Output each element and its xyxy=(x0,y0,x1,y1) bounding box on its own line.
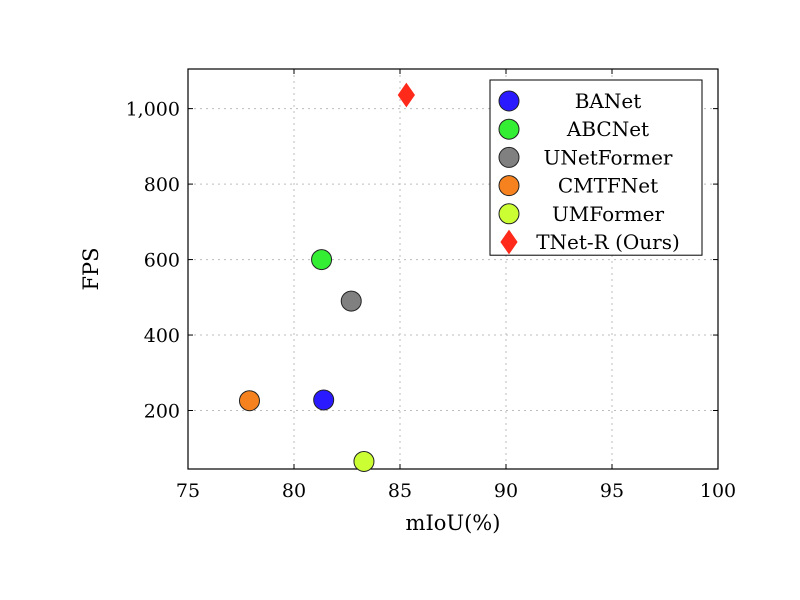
legend-label: UNetFormer xyxy=(544,145,673,169)
legend-entry: BANet xyxy=(498,89,642,113)
legend-entry: UNetFormer xyxy=(498,145,673,169)
x-axis-title: mIoU(%) xyxy=(406,511,501,535)
legend-marker xyxy=(498,90,520,112)
x-tick-label: 100 xyxy=(700,480,736,502)
y-tick-label: 200 xyxy=(144,401,180,423)
legend-entry: CMTFNet xyxy=(498,174,658,198)
y-tick-label: 1,000 xyxy=(126,99,180,121)
legend-label: TNet-R (Ours) xyxy=(536,230,680,254)
legend-marker xyxy=(498,175,520,197)
x-tick-label: 85 xyxy=(388,480,412,502)
axis-ticks: 75 80 85 90 95 100 200 400 600 800 1,000 xyxy=(126,69,736,502)
legend-box xyxy=(489,79,703,256)
x-tick-label: 95 xyxy=(600,480,624,502)
data-points xyxy=(238,82,415,472)
y-axis-title: FPS xyxy=(79,247,103,290)
legend: BANet ABCNet UNetFormer CMTFNet UMFormer TNet… xyxy=(489,79,703,256)
data-point xyxy=(313,389,335,411)
y-tick-label: 600 xyxy=(144,250,180,272)
legend-entry: UMFormer xyxy=(498,202,665,226)
legend-marker xyxy=(500,229,518,255)
legend-label: BANet xyxy=(575,89,642,113)
legend-marker xyxy=(498,203,520,225)
legend-marker xyxy=(498,118,520,140)
x-tick-label: 90 xyxy=(494,480,518,502)
data-point xyxy=(238,390,260,412)
legend-marker xyxy=(498,146,520,168)
data-point xyxy=(397,82,415,108)
legend-label: UMFormer xyxy=(552,202,665,226)
legend-label: CMTFNet xyxy=(558,174,658,198)
x-tick-label: 80 xyxy=(282,480,306,502)
data-point xyxy=(353,450,375,472)
legend-entry: TNet-R (Ours) xyxy=(500,229,680,255)
plot-area-frame xyxy=(187,68,719,470)
legend-entry: ABCNet xyxy=(498,117,649,141)
x-tick-label: 75 xyxy=(176,480,200,502)
y-tick-label: 400 xyxy=(144,325,180,347)
data-point xyxy=(340,290,362,312)
data-point xyxy=(311,249,333,271)
legend-label: ABCNet xyxy=(566,117,649,141)
y-tick-label: 800 xyxy=(144,174,180,196)
